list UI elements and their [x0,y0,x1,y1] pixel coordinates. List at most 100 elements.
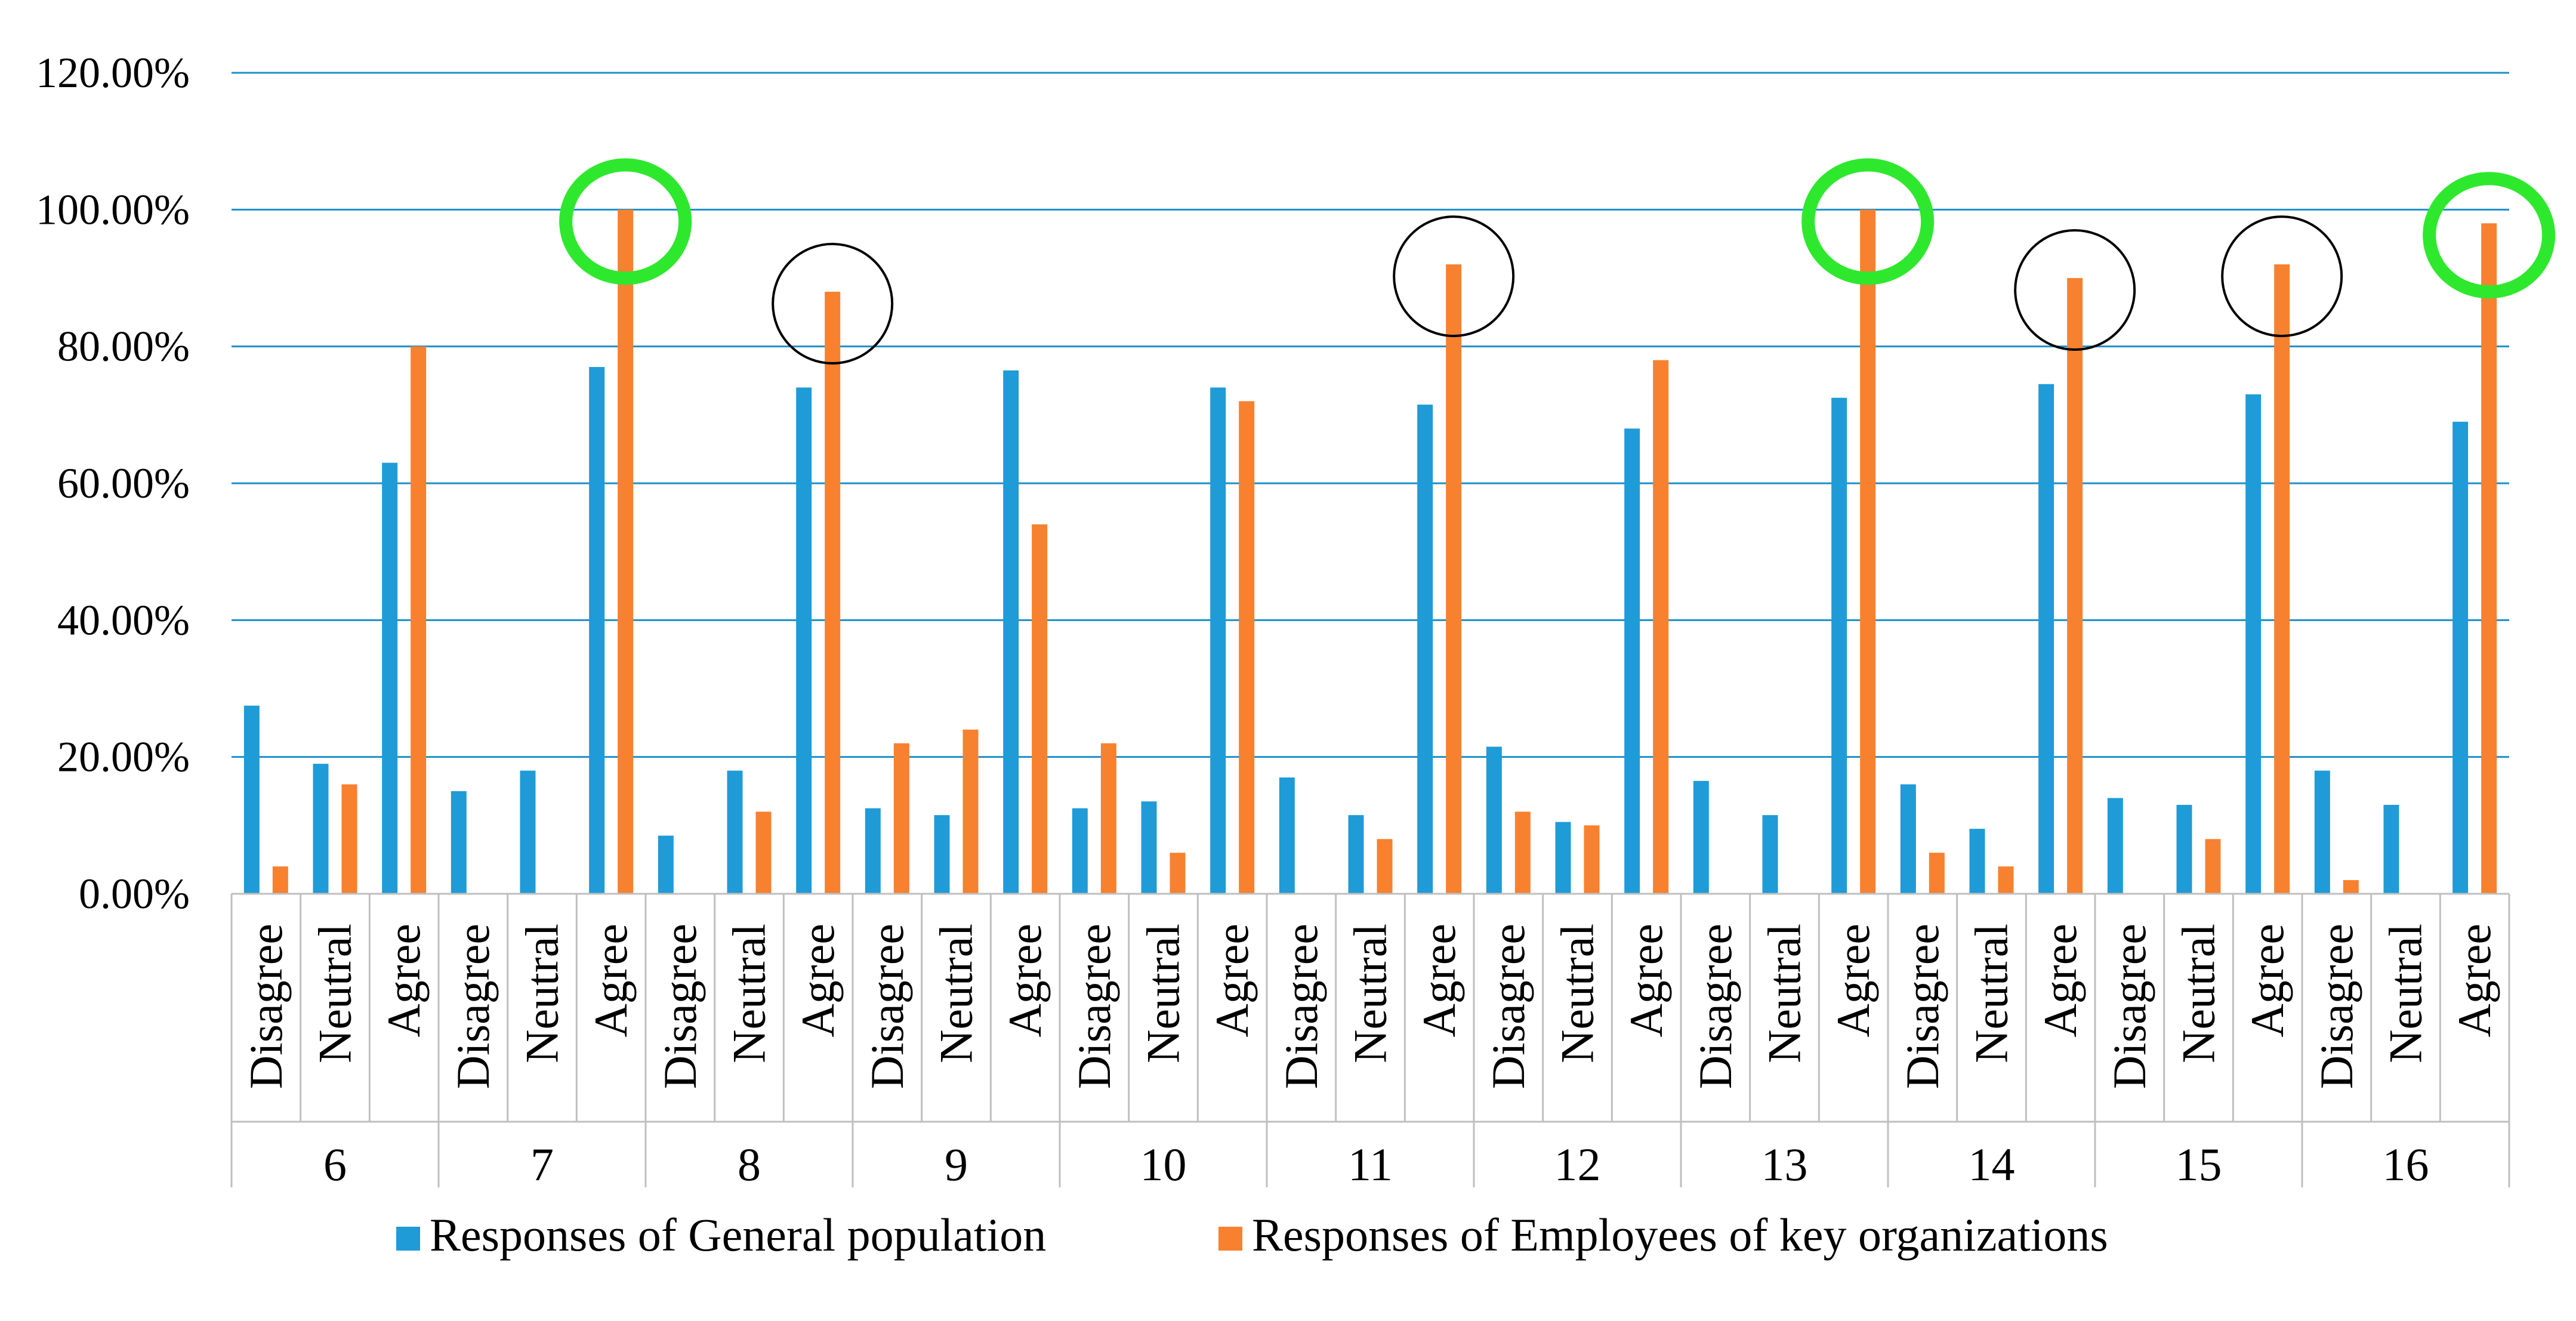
bar-general [313,764,329,894]
bar-employees [272,866,288,894]
x-group-label: 13 [1761,1138,1808,1190]
x-category-label: Disagree [654,924,706,1089]
x-category-label: Neutral [1137,924,1189,1063]
bar-general [727,770,743,894]
y-tick-label: 40.00% [57,596,190,644]
highlight-circle-black [1393,215,1515,338]
x-category-label: Disagree [861,924,913,1089]
x-category-label: Disagree [1896,924,1948,1089]
highlight-circle-green [1801,158,1935,285]
highlight-circle-green [2423,172,2556,299]
bar-general [1900,784,1916,894]
x-category-label: Neutral [723,924,775,1063]
x-group-label: 10 [1140,1138,1187,1190]
highlight-circle-black [772,242,894,365]
bar-employees [341,784,357,894]
bar-employees [825,291,841,894]
bar-general [243,705,260,894]
bar-general [2107,798,2123,894]
x-group-label: 15 [2176,1138,2222,1190]
y-tick-label: 0.00% [79,870,190,918]
legend-swatch-general [396,1227,420,1251]
bar-general [589,367,605,894]
bar-employees [1032,524,1048,894]
y-axis-ticks: 0.00% 20.00% 40.00% 60.00% 80.00% 100.00% 120.… [36,49,190,918]
x-group-label: 7 [530,1138,554,1190]
x-category-label: Neutral [2380,924,2432,1063]
y-tick-label: 20.00% [57,733,190,781]
x-category-label: Agree [2448,924,2500,1038]
bar-employees [1860,209,1876,894]
bar-employees [1584,825,1600,894]
x-category-labels: Disagree Neutral Agree Disagree Neutral Agree… [240,924,2500,1089]
x-group-label: 12 [1554,1138,1601,1190]
bar-general [1831,397,1847,894]
x-category-label: Neutral [516,924,568,1063]
bar-general [865,808,881,894]
y-tick-label: 60.00% [57,459,190,507]
x-category-label: Disagree [1482,924,1534,1089]
x-category-label: Disagree [1068,924,1120,1089]
bar-general [658,835,674,894]
bar-employees [1239,401,1255,894]
x-category-label: Disagree [1689,924,1741,1089]
x-category-label: Agree [2034,924,2086,1038]
x-category-label: Agree [1620,924,1672,1038]
x-category-label: Agree [792,924,844,1038]
y-tick-label: 100.00% [36,186,190,233]
bar-employees [1514,811,1531,894]
bar-general [2314,770,2330,894]
bar-employees [1446,264,1462,894]
bar-general [1003,370,1019,894]
x-category-label: Neutral [1966,924,2017,1063]
bar-employees [1170,853,1186,894]
bars [243,209,2497,894]
x-category-label: Agree [585,924,637,1038]
x-category-label: Disagree [2310,924,2362,1089]
bar-employees [618,209,634,894]
bar-employees [1653,360,1669,894]
bar-general [382,462,398,894]
x-group-label: 16 [2383,1138,2429,1190]
bar-general [2452,421,2469,894]
bar-general [1279,777,1295,894]
bar-employees [2481,223,2497,894]
bar-general [2383,804,2399,894]
bar-employees [411,346,427,894]
x-category-label: Disagree [2103,924,2155,1089]
bar-general [1486,746,1502,894]
bar-general [1072,808,1088,894]
bar-employees [962,729,979,894]
x-category-label: Disagree [240,924,292,1089]
x-category-label: Agree [1206,924,1258,1038]
x-axis [230,893,2510,1187]
x-category-label: Agree [999,924,1051,1038]
highlight-circle-black [2014,229,2136,351]
highlight-circles [559,158,2556,365]
bar-employees [1998,866,2014,894]
x-group-label: 11 [1348,1138,1393,1190]
bar-employees [2274,264,2290,894]
highlight-circle-green [559,158,692,285]
x-group-label: 14 [1969,1138,2015,1190]
bar-general [451,791,467,894]
bar-employees [2067,278,2083,894]
x-category-label: Agree [2241,924,2293,1038]
bar-general [520,770,536,894]
bar-employees [755,811,772,894]
x-category-label: Disagree [447,924,499,1089]
bar-employees [2205,839,2221,894]
bar-employees [1100,743,1116,894]
x-category-label: Neutral [1551,924,1603,1063]
bar-general [1693,780,1709,894]
x-category-label: Neutral [1759,924,1810,1063]
x-group-labels: 6 7 8 9 10 11 12 13 14 15 16 [323,1138,2429,1190]
x-category-label: Agree [378,924,430,1038]
bar-general [2176,804,2192,894]
x-category-label: Neutral [309,924,361,1063]
y-tick-label: 120.00% [36,49,190,97]
legend: Responses of General population Response… [396,1209,2108,1261]
bar-general [796,387,812,894]
bar-general [934,815,950,894]
